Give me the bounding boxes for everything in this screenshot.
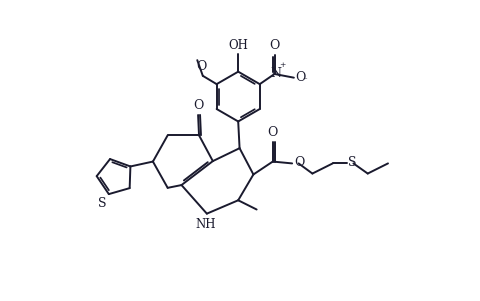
Text: +: + — [278, 61, 285, 69]
Text: ⁻: ⁻ — [301, 76, 306, 85]
Text: O: O — [295, 71, 305, 84]
Text: S: S — [348, 156, 356, 169]
Text: O: O — [269, 39, 279, 52]
Text: O: O — [267, 126, 277, 139]
Text: O: O — [195, 60, 206, 73]
Text: NH: NH — [195, 218, 216, 231]
Text: N: N — [269, 67, 280, 79]
Text: O: O — [192, 99, 203, 112]
Text: S: S — [98, 197, 107, 210]
Text: O: O — [293, 156, 304, 169]
Text: OH: OH — [228, 39, 248, 52]
